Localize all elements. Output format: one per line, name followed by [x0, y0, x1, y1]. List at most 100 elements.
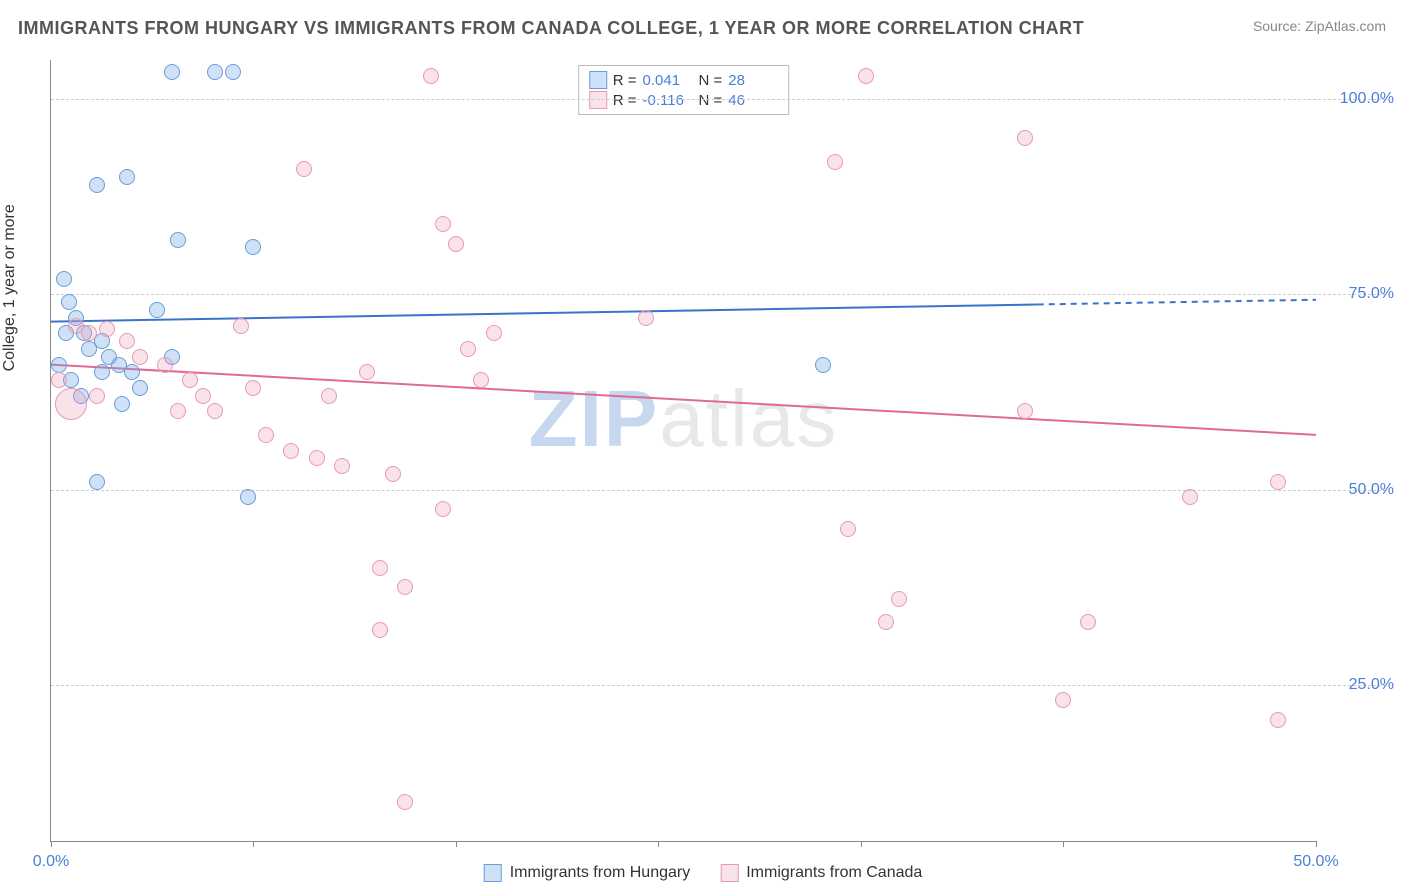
data-point — [119, 169, 135, 185]
data-point — [233, 318, 249, 334]
correlation-legend: R = 0.041 N = 28 R = -0.116 N = 46 — [578, 65, 790, 115]
watermark-atlas: atlas — [659, 374, 838, 463]
trend-lines-svg — [51, 60, 1316, 841]
data-point — [397, 794, 413, 810]
data-point — [132, 349, 148, 365]
data-point — [283, 443, 299, 459]
gridline — [51, 99, 1386, 100]
data-point — [460, 341, 476, 357]
hungary-legend-label: Immigrants from Hungary — [510, 864, 691, 882]
data-point — [89, 177, 105, 193]
data-point — [258, 427, 274, 443]
data-point — [55, 388, 87, 420]
x-tick — [456, 841, 457, 847]
n-label: N = — [699, 72, 723, 89]
data-point — [1270, 712, 1286, 728]
data-point — [486, 325, 502, 341]
data-point — [435, 501, 451, 517]
data-point — [51, 357, 67, 373]
data-point — [1182, 489, 1198, 505]
y-tick-label: 50.0% — [1349, 481, 1394, 499]
data-point — [89, 474, 105, 490]
data-point — [638, 310, 654, 326]
data-point — [423, 68, 439, 84]
x-tick-label: 50.0% — [1293, 853, 1338, 871]
x-tick — [253, 841, 254, 847]
y-tick-label: 75.0% — [1349, 285, 1394, 303]
correlation-legend-row-hungary: R = 0.041 N = 28 — [589, 70, 779, 90]
hungary-swatch-icon — [484, 864, 502, 882]
data-point — [359, 364, 375, 380]
data-point — [334, 458, 350, 474]
x-tick — [1316, 841, 1317, 847]
data-point — [51, 372, 67, 388]
y-tick-label: 100.0% — [1340, 90, 1394, 108]
data-point — [240, 489, 256, 505]
data-point — [114, 396, 130, 412]
data-point — [245, 239, 261, 255]
data-point — [473, 372, 489, 388]
data-point — [1017, 130, 1033, 146]
data-point — [372, 622, 388, 638]
data-point — [1017, 403, 1033, 419]
data-point — [1080, 614, 1096, 630]
hungary-r-value: 0.041 — [643, 72, 693, 89]
data-point — [1270, 474, 1286, 490]
series-legend: Immigrants from Hungary Immigrants from … — [484, 864, 923, 882]
x-tick-label: 0.0% — [33, 853, 69, 871]
watermark: ZIPatlas — [529, 373, 838, 465]
data-point — [56, 271, 72, 287]
data-point — [61, 294, 77, 310]
legend-item-canada: Immigrants from Canada — [720, 864, 922, 882]
data-point — [296, 161, 312, 177]
data-point — [124, 364, 140, 380]
r-label: R = — [613, 72, 637, 89]
data-point — [225, 64, 241, 80]
data-point — [878, 614, 894, 630]
x-tick — [861, 841, 862, 847]
data-point — [81, 325, 97, 341]
x-tick — [1063, 841, 1064, 847]
data-point — [1055, 692, 1071, 708]
hungary-swatch — [589, 71, 607, 89]
x-tick — [51, 841, 52, 847]
hungary-n-value: 28 — [728, 72, 778, 89]
data-point — [840, 521, 856, 537]
data-point — [149, 302, 165, 318]
data-point — [397, 579, 413, 595]
data-point — [182, 372, 198, 388]
data-point — [170, 403, 186, 419]
y-axis-label: College, 1 year or more — [1, 204, 19, 371]
data-point — [119, 333, 135, 349]
watermark-zip: ZIP — [529, 374, 659, 463]
chart-container: IMMIGRANTS FROM HUNGARY VS IMMIGRANTS FR… — [0, 0, 1406, 892]
data-point — [372, 560, 388, 576]
gridline — [51, 294, 1386, 295]
data-point — [385, 466, 401, 482]
x-tick — [658, 841, 659, 847]
data-point — [89, 388, 105, 404]
source-label: Source: — [1253, 18, 1301, 34]
data-point — [448, 236, 464, 252]
plot-area: ZIPatlas R = 0.041 N = 28 R = -0.116 N =… — [50, 60, 1316, 842]
data-point — [309, 450, 325, 466]
data-point — [170, 232, 186, 248]
gridline — [51, 685, 1386, 686]
y-tick-label: 25.0% — [1349, 676, 1394, 694]
data-point — [827, 154, 843, 170]
source-attribution: Source: ZipAtlas.com — [1253, 18, 1386, 34]
data-point — [858, 68, 874, 84]
data-point — [815, 357, 831, 373]
data-point — [207, 403, 223, 419]
chart-title: IMMIGRANTS FROM HUNGARY VS IMMIGRANTS FR… — [18, 18, 1084, 39]
legend-item-hungary: Immigrants from Hungary — [484, 864, 691, 882]
data-point — [195, 388, 211, 404]
data-point — [157, 357, 173, 373]
data-point — [321, 388, 337, 404]
data-point — [94, 364, 110, 380]
canada-swatch-icon — [720, 864, 738, 882]
data-point — [891, 591, 907, 607]
data-point — [245, 380, 261, 396]
source-link[interactable]: ZipAtlas.com — [1305, 18, 1386, 34]
data-point — [207, 64, 223, 80]
